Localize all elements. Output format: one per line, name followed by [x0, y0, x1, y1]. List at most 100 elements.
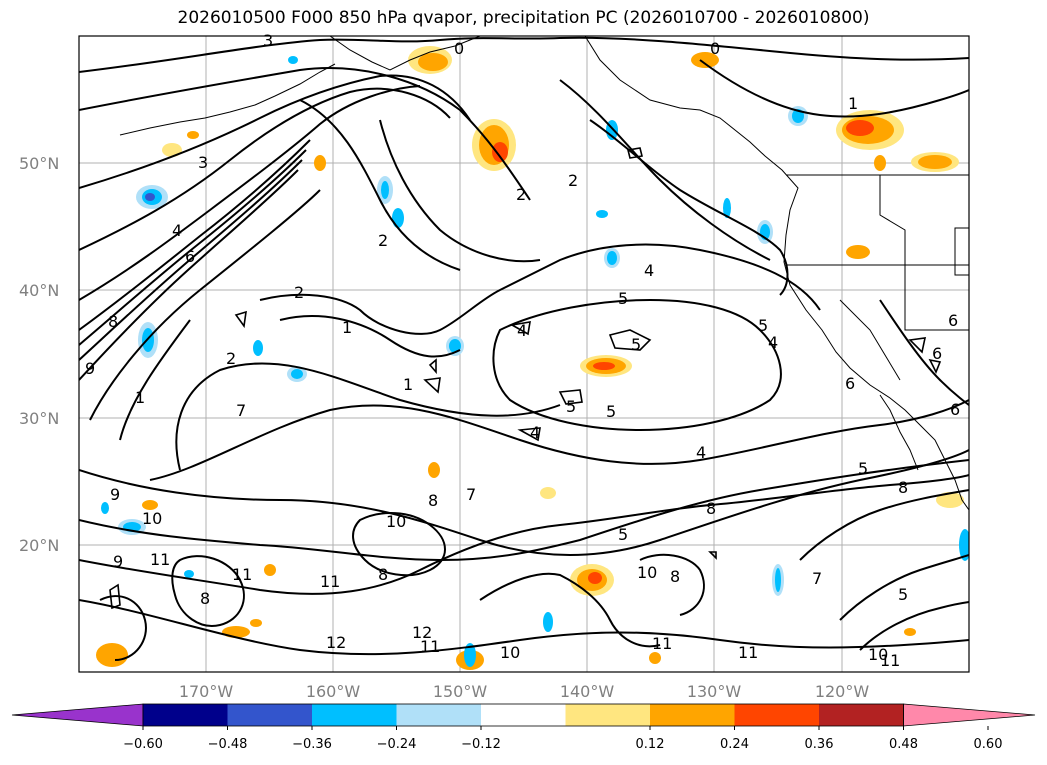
colorbar-segment [819, 704, 904, 726]
contour-label: 8 [378, 565, 388, 584]
colorbar-segment [481, 704, 566, 726]
contour-label: 2 [294, 283, 304, 302]
contour-label: 4 [530, 423, 540, 442]
contour-label: 0 [710, 39, 720, 58]
graticule [79, 36, 969, 672]
contour-label: 6 [950, 400, 960, 419]
contour-label: 7 [812, 569, 822, 588]
contour-label: 2 [378, 231, 388, 250]
colorbar-tick-label: 0.24 [720, 737, 749, 752]
contour-label: 0 [454, 39, 464, 58]
contour-label: 5 [858, 459, 868, 478]
contour-label: 11 [320, 572, 340, 591]
colorbar-tick-label: 0.36 [805, 737, 834, 752]
contour-label: 6 [932, 344, 942, 363]
contour-label: 8 [706, 499, 716, 518]
colorbar-tick-label: −0.60 [123, 737, 163, 752]
coastlines [119, 36, 969, 511]
contour-label: 6 [845, 374, 855, 393]
contour-label: 8 [200, 589, 210, 608]
colorbar-tick-label: −0.48 [208, 737, 248, 752]
contour-label: 2 [568, 171, 578, 190]
colorbar-tick-label: −0.24 [377, 737, 417, 752]
colorbar-tick-label: 0.48 [889, 737, 918, 752]
contour-label: 2 [516, 185, 526, 204]
contour-label: 4 [644, 261, 654, 280]
contour-label: 1 [848, 94, 858, 113]
lon-label-160w: 160°W [306, 682, 361, 701]
contour-label: 1 [135, 388, 145, 407]
contour-label: 5 [566, 397, 576, 416]
colorbar-tick-label: −0.36 [292, 737, 332, 752]
contour-label: 10 [142, 509, 162, 528]
colorbar-segment [227, 704, 312, 726]
contour-label: 9 [110, 485, 120, 504]
contour-label: 5 [618, 525, 628, 544]
contour-label: 11 [420, 637, 440, 656]
contour-label: 7 [236, 401, 246, 420]
latitude-labels: 50°N 40°N 30°N 20°N [19, 154, 59, 555]
lat-label-30n: 30°N [19, 409, 59, 428]
contour-label: 5 [606, 402, 616, 421]
contour-label: 8 [898, 478, 908, 497]
contour-label: 11 [880, 651, 900, 670]
colorbar: −0.60 −0.48 −0.36 −0.24 −0.12 0.12 0.24 0.36 0.4… [11, 703, 1036, 752]
contour-label: 6 [185, 247, 195, 266]
contour-label: 6 [948, 311, 958, 330]
colorbar-segment [312, 704, 397, 726]
lon-label-170w: 170°W [179, 682, 234, 701]
contours [79, 36, 969, 661]
colorbar-extend-high [903, 703, 1036, 727]
contour-label: 10 [868, 645, 888, 664]
contour-label-group: 0 0 1 1 1 1 2 2 2 2 2 3 3 4 4 4 4 4 4 5 … [85, 31, 960, 670]
contour-label: 10 [637, 563, 657, 582]
contour-label: 4 [172, 221, 182, 240]
lat-label-20n: 20°N [19, 536, 59, 555]
lon-label-150w: 150°W [433, 682, 488, 701]
contour-label: 5 [618, 289, 628, 308]
contour-label: 12 [326, 633, 346, 652]
contour-label: 3 [198, 153, 208, 172]
contour-label: 1 [403, 375, 413, 394]
contour-label: 11 [232, 565, 252, 584]
contour-label: 9 [113, 552, 123, 571]
contour-label: 5 [758, 316, 768, 335]
colorbar-segment [143, 704, 228, 726]
colorbar-segment [734, 704, 819, 726]
colorbar-extend-low [11, 703, 144, 727]
contour-label: 5 [898, 585, 908, 604]
contour-label: 5 [631, 335, 641, 354]
lon-label-140w: 140°W [560, 682, 615, 701]
colorbar-segment [565, 704, 650, 726]
lat-label-50n: 50°N [19, 154, 59, 173]
map-border [78, 35, 970, 673]
contour-label: 4 [696, 443, 706, 462]
colorbar-tick-label: 0.12 [636, 737, 665, 752]
map-title: 2026010500 F000 850 hPa qvapor, precipit… [177, 8, 870, 28]
contour-label: 12 [412, 623, 432, 642]
contour-label: 11 [150, 550, 170, 569]
contour-label: 4 [517, 321, 527, 340]
contour-label: 7 [466, 485, 476, 504]
contour-label: 10 [500, 643, 520, 662]
contour-label: 8 [108, 312, 118, 331]
colorbar-tick-label: 0.60 [974, 737, 1003, 752]
contour-label: 2 [226, 349, 236, 368]
contour-label: 10 [386, 512, 406, 531]
contour-label: 11 [738, 643, 758, 662]
precip-shading [96, 46, 969, 670]
lon-label-130w: 130°W [687, 682, 742, 701]
contour-label: 1 [342, 318, 352, 337]
contour-label: 4 [768, 333, 778, 352]
map-panel [79, 36, 969, 672]
lat-label-40n: 40°N [19, 281, 59, 300]
longitude-labels: 170°W 160°W 150°W 140°W 130°W 120°W [179, 682, 870, 701]
colorbar-border [142, 703, 904, 727]
small-contours [109, 147, 942, 610]
colorbar-segment [650, 704, 735, 726]
lon-label-120w: 120°W [815, 682, 870, 701]
colorbar-segment [396, 704, 481, 726]
contour-label: 11 [652, 634, 672, 653]
contour-label: 8 [670, 567, 680, 586]
